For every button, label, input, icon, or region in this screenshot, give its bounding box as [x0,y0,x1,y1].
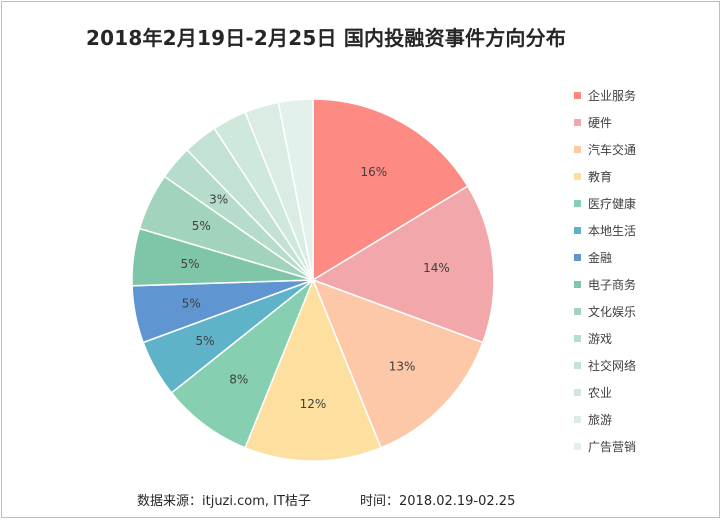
slice-label-7: 5% [182,297,201,311]
legend-swatch [574,443,581,450]
legend-item: 金融 [572,248,636,275]
legend-label: 电子商务 [588,278,637,292]
slice-label-9: 5% [192,219,211,233]
pie-slice-1 [312,98,469,282]
legend-item: 汽车交通 [572,140,636,167]
legend-item: 医疗健康 [572,194,636,221]
legend-swatch [574,335,581,342]
legend-item: 硬件 [572,113,636,140]
slice-label-2: 14% [423,261,450,275]
legend-label: 本地生活 [588,224,637,238]
legend-item: 电子商务 [572,275,636,302]
legend-swatch [574,416,581,423]
pie-slice-14 [277,98,314,281]
legend-label: 金融 [588,251,613,265]
legend-item: 旅游 [572,410,636,437]
legend-label: 旅游 [588,413,613,427]
legend-swatch [574,308,581,315]
legend-swatch [574,254,581,261]
legend-label: 硬件 [588,116,613,130]
pie-slice-3 [311,278,484,449]
time-range: 时间：2018.02.19-02.25 [360,494,516,509]
slice-label-1: 16% [360,165,387,179]
slice-label-8: 5% [180,257,199,271]
legend: 企业服务硬件汽车交通教育医疗健康本地生活金融电子商务文化娱乐游戏社交网络农业旅游… [572,86,636,464]
legend-swatch [574,200,581,207]
chart-title: 2018年2月19日-2月25日 国内投融资事件方向分布 [86,26,567,50]
legend-item: 本地生活 [572,221,636,248]
data-source: 数据来源：itjuzi.com, IT桔子 [137,494,311,509]
legend-item: 广告营销 [572,437,636,464]
legend-label: 社交网络 [588,359,637,373]
legend-item: 社交网络 [572,356,636,383]
legend-label: 企业服务 [588,89,637,103]
legend-label: 汽车交通 [588,143,637,157]
legend-swatch [574,227,581,234]
legend-item: 教育 [572,167,636,194]
slice-label-4: 12% [300,397,327,411]
legend-swatch [574,389,581,396]
legend-swatch [574,92,581,99]
legend-swatch [574,119,581,126]
slice-label-10: 3% [209,193,228,207]
pie-slice-2 [311,185,495,344]
pie-slice-4 [244,278,382,462]
legend-swatch [574,173,581,180]
legend-swatch [574,146,581,153]
slice-label-3: 13% [389,359,416,373]
slice-label-5: 8% [229,372,248,386]
slice-label-6: 5% [195,334,214,348]
legend-item: 农业 [572,383,636,410]
legend-label: 广告营销 [588,440,637,454]
legend-label: 游戏 [588,332,613,346]
legend-swatch [574,362,581,369]
legend-label: 文化娱乐 [588,305,637,319]
legend-label: 农业 [588,386,613,400]
legend-item: 文化娱乐 [572,302,636,329]
legend-item: 游戏 [572,329,636,356]
legend-label: 医疗健康 [588,197,637,211]
legend-item: 企业服务 [572,86,636,113]
legend-label: 教育 [588,170,613,184]
pie-slice-5 [170,277,315,449]
legend-swatch [574,281,581,288]
